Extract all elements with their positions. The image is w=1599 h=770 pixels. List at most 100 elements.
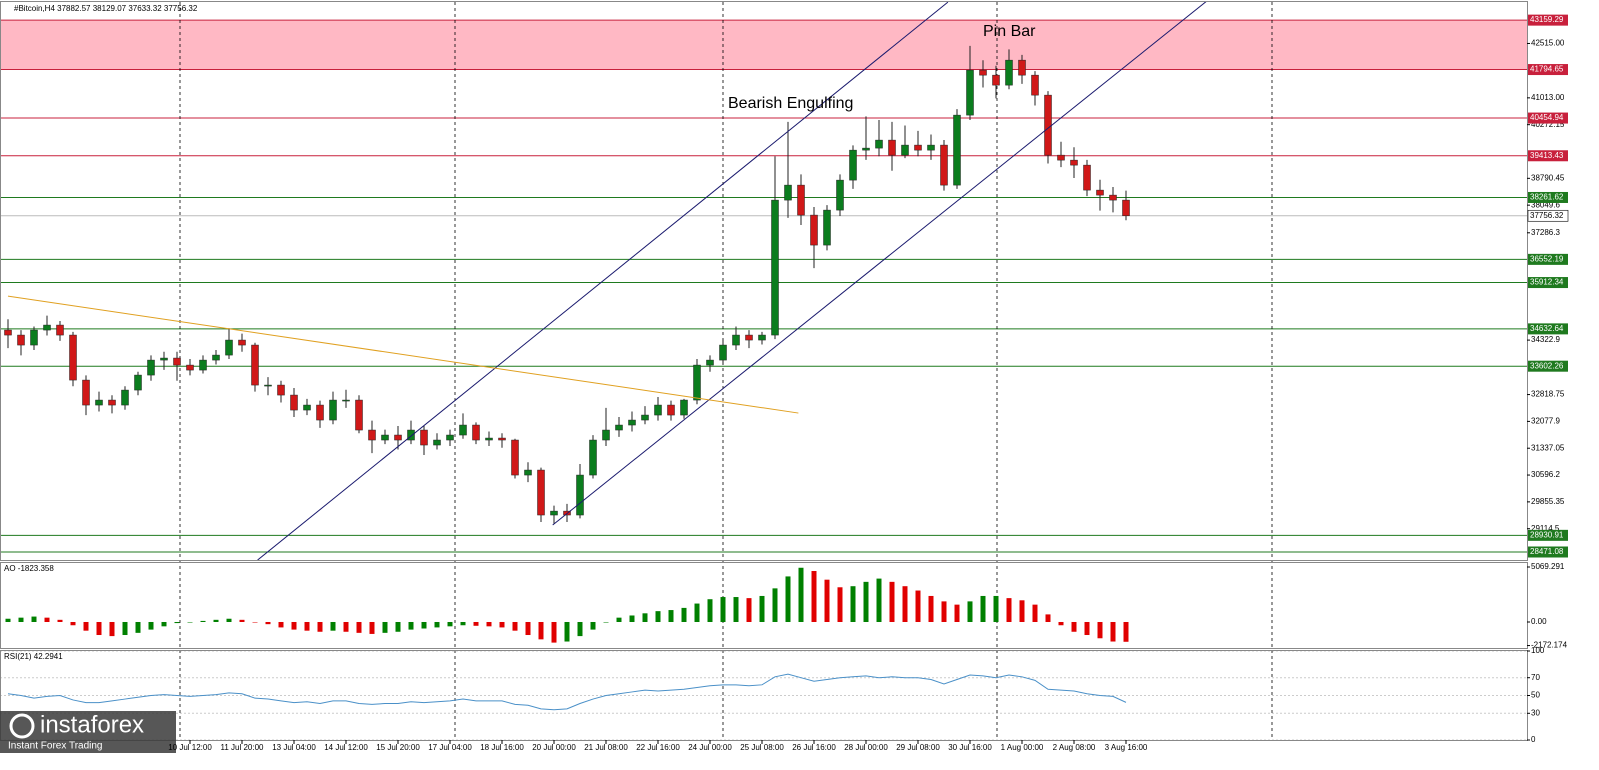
level-box (1528, 150, 1568, 162)
candle-body (901, 144, 909, 156)
y-tick-label: 32818.75 (1531, 390, 1565, 399)
ao-bar (889, 581, 895, 622)
x-tick-label: 28 Jul 00:00 (844, 743, 888, 752)
candle-body (420, 429, 428, 446)
candle-body (784, 184, 792, 201)
trendline (552, 2, 1207, 526)
candle-body (212, 354, 220, 361)
ao-bar (863, 581, 869, 622)
ao-bar (213, 619, 219, 622)
candle-body (264, 384, 272, 387)
candle-body (953, 114, 961, 186)
candle-body (498, 437, 506, 441)
ao-bar (525, 621, 531, 636)
candle-body (381, 434, 389, 441)
candle-body (1109, 194, 1117, 201)
ao-bar (434, 621, 440, 628)
candle-body (433, 439, 441, 446)
candle-body (810, 214, 818, 246)
ao-bar (941, 601, 947, 622)
ao-bar (304, 621, 310, 631)
level-box (1528, 546, 1568, 558)
candle-body (329, 399, 337, 421)
ao-bar (967, 601, 973, 622)
candle-body (914, 144, 922, 151)
candle-body (771, 199, 779, 336)
y-tick-label: 42515.00 (1531, 39, 1565, 48)
y-tick-label: -2172.174 (1531, 641, 1568, 650)
candle-body (1122, 199, 1130, 217)
ao-bar (811, 571, 817, 622)
candle-body (368, 429, 376, 441)
ao-bar (837, 587, 843, 622)
candle-body (472, 424, 480, 441)
ao-bar (1123, 621, 1129, 642)
ao-bar (1019, 600, 1025, 622)
chart-title: #Bitcoin,H4 37882.57 38129.07 37633.32 3… (14, 4, 198, 13)
ao-bar (928, 595, 934, 622)
ao-bar (18, 617, 24, 622)
ao-bar (460, 621, 466, 626)
level-box (1528, 323, 1568, 335)
candle-body (966, 69, 974, 116)
x-tick-label: 1 Aug 00:00 (1001, 743, 1044, 752)
ao-bar (135, 621, 141, 633)
trendline (7, 295, 799, 414)
candle-body (719, 344, 727, 361)
x-tick-label: 13 Jul 04:00 (272, 743, 316, 752)
candle-body (1044, 94, 1052, 156)
candle-body (797, 184, 805, 216)
level-box (1528, 191, 1568, 203)
level-box (1528, 14, 1568, 26)
x-tick-label: 25 Jul 08:00 (740, 743, 784, 752)
y-tick-label: 70 (1531, 673, 1540, 682)
ao-bar (161, 621, 167, 627)
panel-frame (0, 562, 1528, 649)
candle-body (17, 334, 25, 346)
candle-body (706, 359, 714, 366)
ao-bar (772, 588, 778, 622)
logo-icon (9, 713, 35, 739)
x-tick-label: 17 Jul 04:00 (428, 743, 472, 752)
y-tick-label: 5069.291 (1531, 562, 1565, 571)
x-tick-label: 29 Jul 08:00 (896, 743, 940, 752)
ao-bar (421, 621, 427, 629)
y-tick-label: 38049.6 (1531, 200, 1560, 209)
ao-bar (239, 619, 245, 622)
ao-bar (226, 618, 232, 622)
candle-body (290, 394, 298, 411)
ao-bar (291, 621, 297, 630)
annotation: Pin Bar (983, 23, 1036, 40)
x-tick-label: 24 Jul 00:00 (688, 743, 732, 752)
candle-body (160, 357, 168, 361)
ao-bar (369, 621, 375, 634)
ao-bar (486, 621, 492, 627)
x-tick-label: 20 Jul 00:00 (532, 743, 576, 752)
ao-bar (551, 621, 557, 643)
ao-bar (109, 621, 115, 637)
candle-body (550, 510, 558, 516)
ao-bar (174, 621, 180, 624)
ao-bar (447, 621, 453, 627)
y-tick-label: 0 (1531, 735, 1536, 744)
ao-bar (980, 595, 986, 622)
level-box (1528, 112, 1568, 124)
ao-bar (577, 621, 583, 637)
y-tick-label: 50 (1531, 691, 1540, 700)
candle-body (992, 74, 1000, 86)
y-tick-label: 41013.00 (1531, 93, 1565, 102)
ao-bar (629, 615, 635, 622)
ao-bar (798, 567, 804, 622)
level-label: 36552.19 (1530, 254, 1564, 263)
candle-body (30, 329, 38, 346)
trendline (257, 2, 949, 560)
ao-bar (993, 595, 999, 622)
candle-body (979, 69, 987, 76)
ao-bar (1097, 621, 1103, 639)
x-tick-label: 10 Jul 12:00 (168, 743, 212, 752)
candle-body (537, 469, 545, 516)
candle-body (459, 424, 467, 436)
level-label: 28471.08 (1530, 547, 1564, 556)
